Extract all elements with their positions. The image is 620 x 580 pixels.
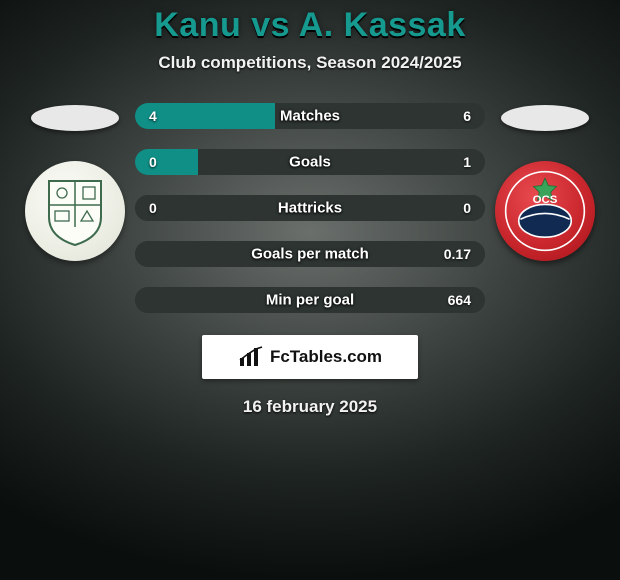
stat-row: 4 Matches 6: [135, 103, 485, 129]
club-crest-right: OCS: [495, 161, 595, 261]
stat-label: Matches: [280, 108, 340, 125]
stat-row: 0 Hattricks 0: [135, 195, 485, 221]
stat-row: Goals per match 0.17: [135, 241, 485, 267]
stat-bars: 4 Matches 6 0 Goals 1 0 Hattricks 0 Goals per mat…: [135, 103, 485, 313]
stat-right-value: 0.17: [444, 246, 471, 262]
bar-right-fill: [198, 149, 485, 175]
branding-plate[interactable]: FcTables.com: [202, 335, 418, 379]
bar-left-fill: [135, 149, 198, 175]
snapshot-date: 16 february 2025: [0, 397, 620, 417]
stat-left-value: 4: [149, 108, 157, 124]
player-left-col: [15, 103, 135, 261]
club-crest-left: [25, 161, 125, 261]
stat-row: 0 Goals 1: [135, 149, 485, 175]
crest-text: OCS: [533, 194, 558, 206]
stat-label: Hattricks: [278, 200, 342, 217]
stat-right-value: 6: [463, 108, 471, 124]
stat-right-value: 1: [463, 154, 471, 170]
stat-left-value: 0: [149, 154, 157, 170]
player-right-col: OCS: [485, 103, 605, 261]
branding-text: FcTables.com: [270, 347, 382, 367]
widget-root: Kanu vs A. Kassak Club competitions, Sea…: [0, 0, 620, 580]
stat-left-value: 0: [149, 200, 157, 216]
comparison-subtitle: Club competitions, Season 2024/2025: [0, 53, 620, 73]
stat-right-value: 664: [448, 292, 471, 308]
stat-label: Goals per match: [251, 246, 369, 263]
shield-icon: [43, 175, 107, 247]
stat-label: Min per goal: [266, 292, 354, 309]
flag-right: [501, 105, 589, 131]
club-badge-icon: OCS: [504, 170, 586, 252]
stat-right-value: 0: [463, 200, 471, 216]
stat-row: Min per goal 664: [135, 287, 485, 313]
stat-label: Goals: [289, 154, 331, 171]
comparison-title: Kanu vs A. Kassak: [0, 6, 620, 45]
bar-chart-icon: [238, 346, 264, 368]
flag-left: [31, 105, 119, 131]
stats-area: 4 Matches 6 0 Goals 1 0 Hattricks 0 Goals per mat…: [0, 103, 620, 313]
